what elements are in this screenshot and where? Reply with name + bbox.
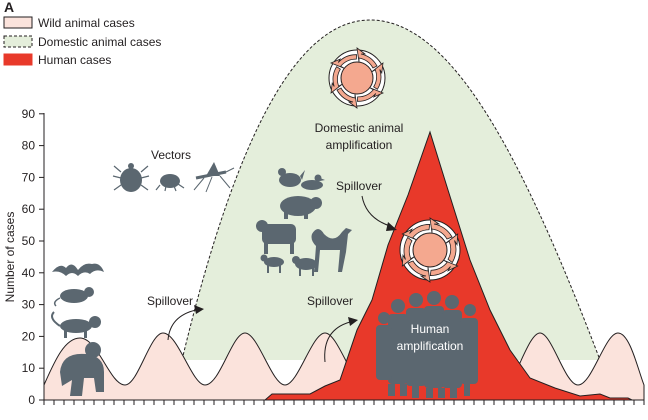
y-tick-label: 20 bbox=[22, 329, 36, 343]
mosquito-icon bbox=[193, 162, 235, 193]
cow-icon bbox=[256, 220, 296, 254]
legend-swatch-human bbox=[3, 53, 33, 66]
tick-icon bbox=[112, 163, 150, 192]
y-tick-label: 60 bbox=[22, 202, 36, 216]
spillover-arrowhead-2 bbox=[348, 317, 358, 326]
legend-label-domestic: Domestic animal cases bbox=[38, 35, 161, 49]
vectors-label: Vectors bbox=[151, 148, 191, 162]
rat-icon bbox=[53, 287, 94, 307]
spillover-arrowhead-1 bbox=[194, 305, 204, 314]
domestic-amplification-label-line1: Domestic animal bbox=[315, 121, 404, 135]
sheep-icon bbox=[292, 256, 317, 276]
spillover-arrowhead-3 bbox=[386, 222, 397, 231]
monkey-icon bbox=[51, 311, 101, 338]
panel-label: A bbox=[4, 0, 14, 15]
spillover-label-1: Spillover bbox=[147, 294, 193, 308]
y-tick-label: 40 bbox=[22, 266, 36, 280]
x-axis-ticks bbox=[43, 400, 645, 405]
chicken-icon bbox=[278, 168, 305, 187]
spillover-arrow-2 bbox=[324, 321, 351, 363]
pig-icon bbox=[280, 196, 322, 219]
legend-swatch-domestic bbox=[3, 35, 33, 48]
camel-icon bbox=[311, 228, 352, 272]
gorilla-icon bbox=[60, 342, 104, 396]
spillover-arrow-3 bbox=[361, 195, 391, 227]
y-tick-label: 70 bbox=[22, 170, 36, 184]
y-tick-label: 80 bbox=[22, 139, 36, 153]
human-amplification-cycle-icon bbox=[399, 217, 461, 283]
goat-icon bbox=[260, 254, 284, 273]
duck-icon bbox=[301, 174, 325, 190]
legend-label-human: Human cases bbox=[38, 53, 111, 67]
amplification-cycle-icon bbox=[328, 47, 386, 109]
spillover-arrow-1 bbox=[167, 309, 197, 341]
domestic-animal-cases-area bbox=[182, 20, 600, 360]
people-group-icon bbox=[376, 291, 478, 398]
y-tick-label: 10 bbox=[22, 361, 36, 375]
spillover-label-3: Spillover bbox=[336, 179, 382, 193]
domestic-animal-cases-outline bbox=[181, 19, 601, 361]
human-amplification-label-line1: Human bbox=[411, 322, 450, 336]
legend: Wild animal cases Domestic animal cases … bbox=[3, 16, 161, 67]
human-amplification-label-line2: amplification bbox=[397, 339, 464, 353]
y-tick-label: 30 bbox=[22, 298, 36, 312]
legend-label-wild: Wild animal cases bbox=[38, 16, 135, 30]
domestic-amplification-label-line2: amplification bbox=[326, 138, 393, 152]
y-tick-label: 90 bbox=[22, 107, 36, 121]
spillover-label-2: Spillover bbox=[307, 294, 353, 308]
legend-swatch-wild bbox=[3, 16, 33, 29]
flea-icon bbox=[155, 174, 185, 192]
y-tick-label: 50 bbox=[22, 234, 36, 248]
y-axis-label: Number of cases bbox=[3, 212, 17, 303]
y-tick-label: 0 bbox=[28, 393, 35, 407]
bat-icon bbox=[52, 263, 104, 276]
y-axis-ticks: 0 10 20 30 40 50 60 70 80 90 bbox=[22, 107, 44, 407]
